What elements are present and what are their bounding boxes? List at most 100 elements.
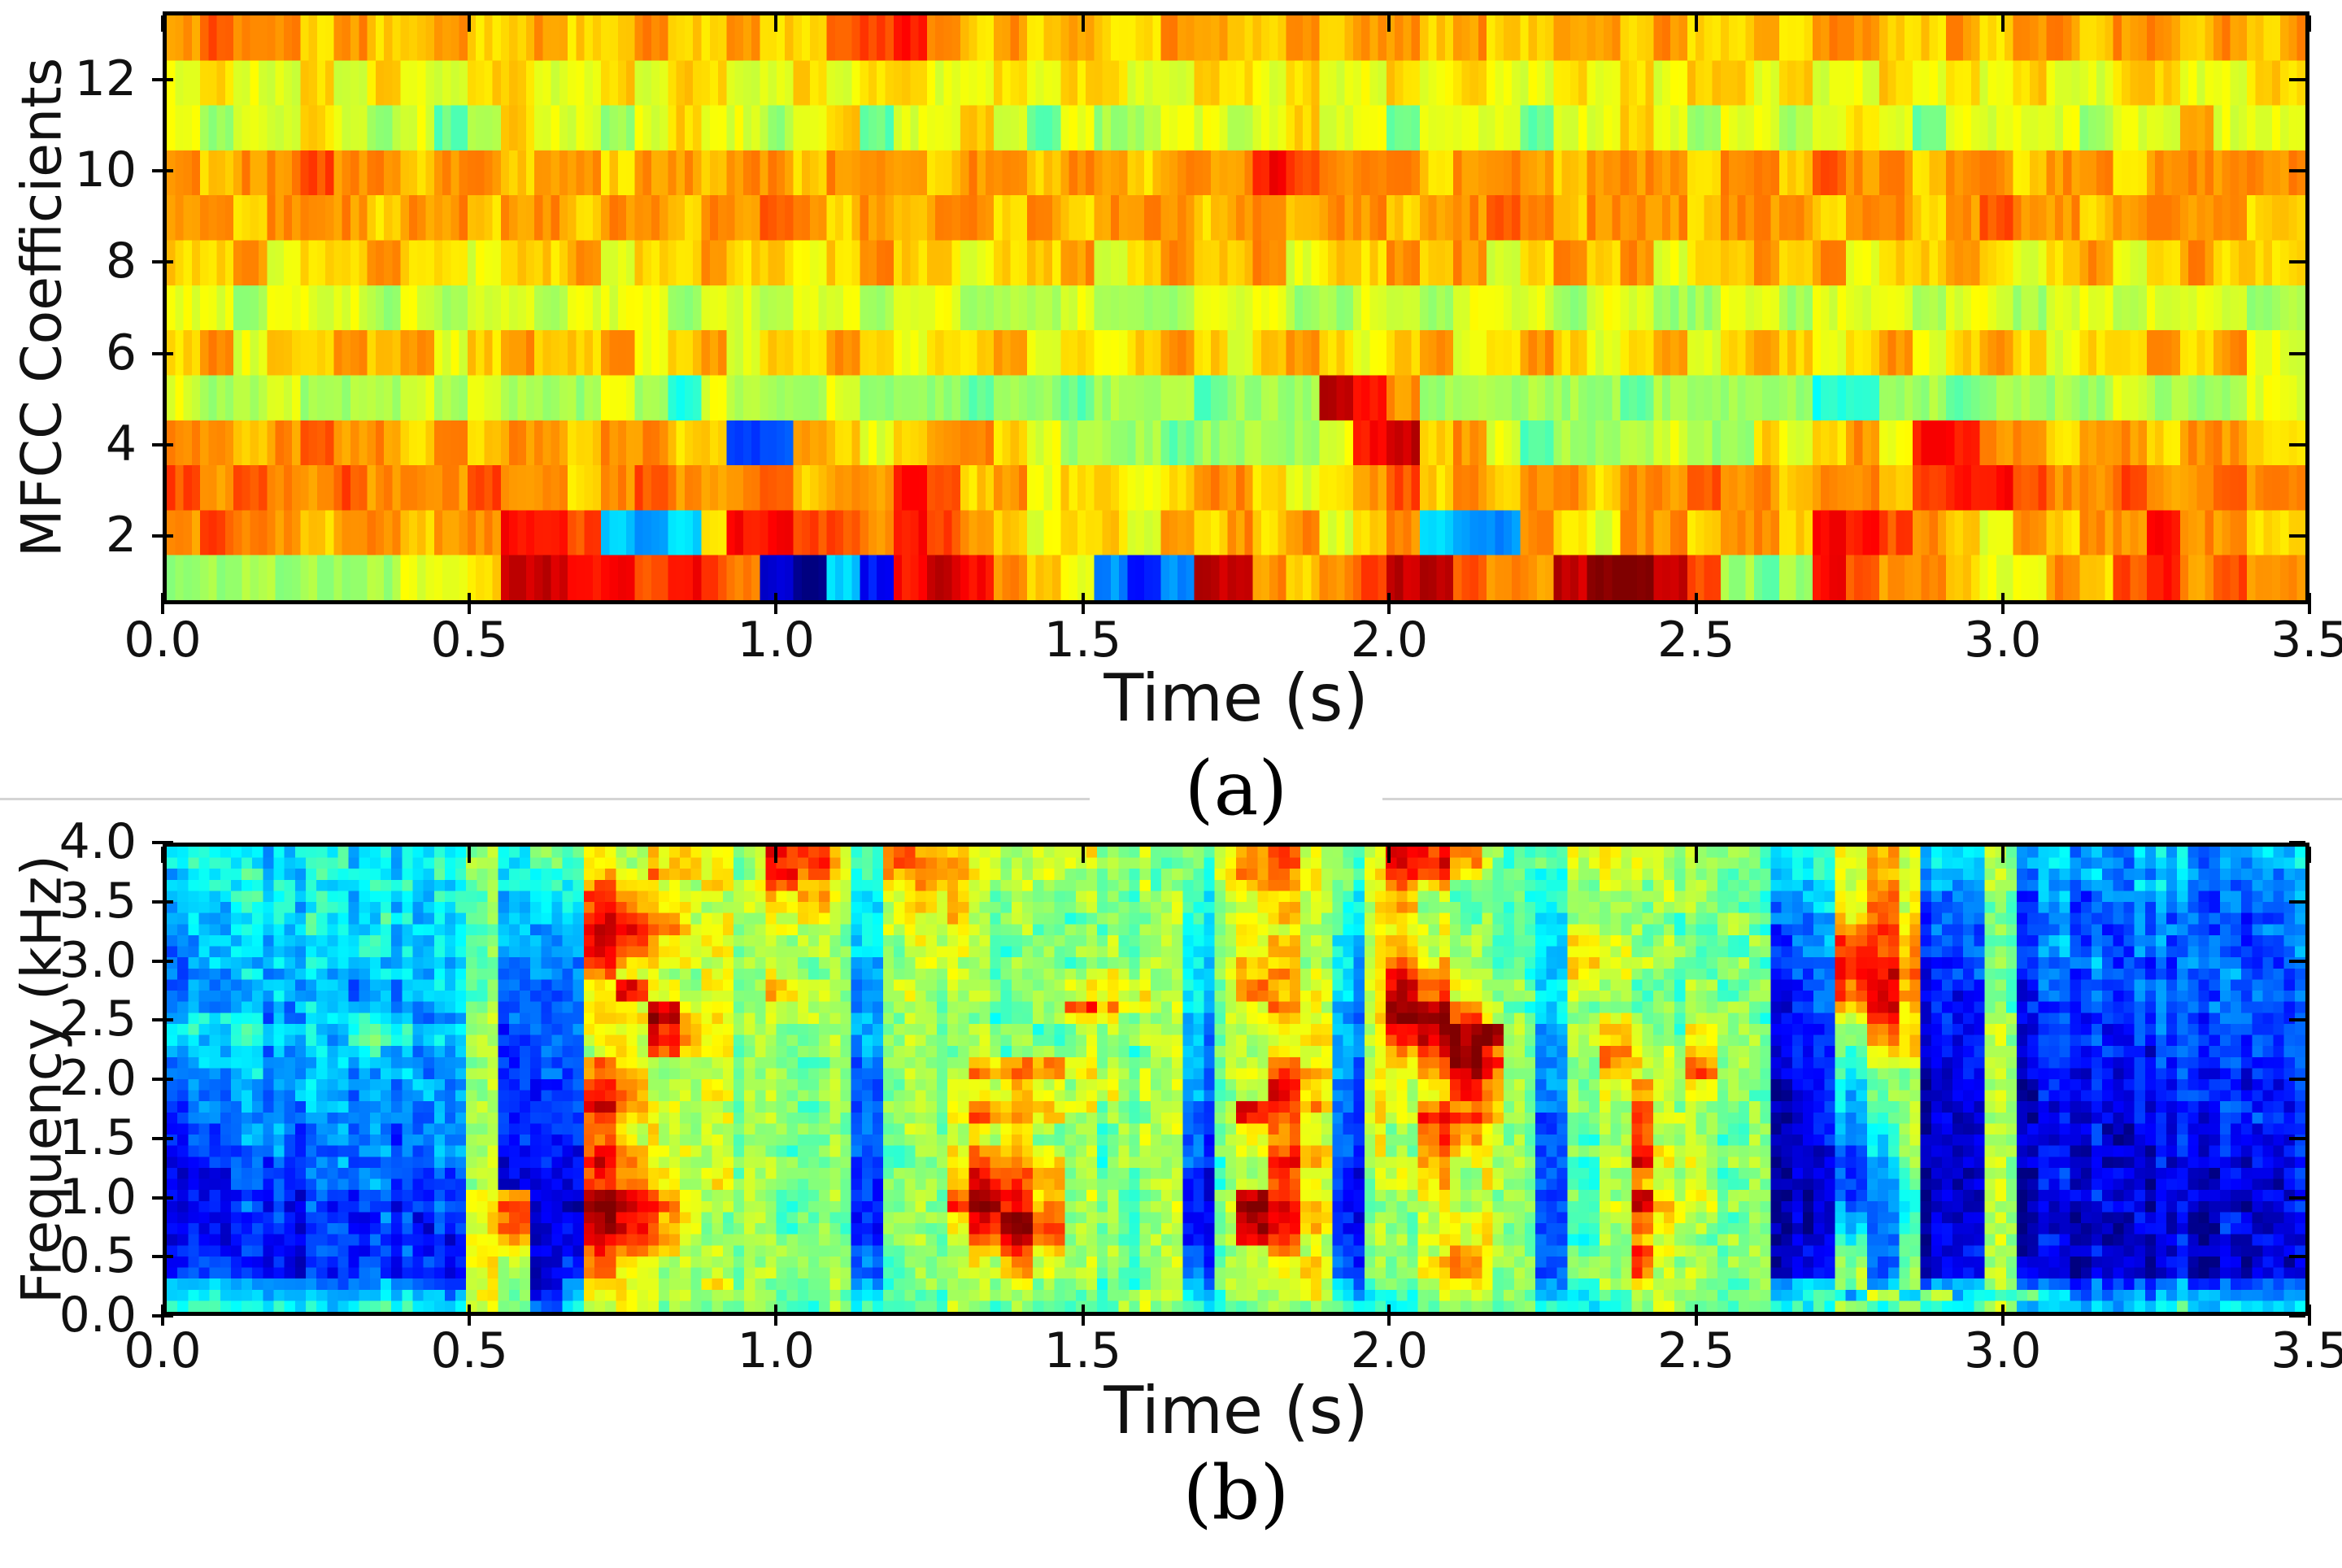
y-tick-mark-right (2289, 1314, 2305, 1318)
y-tick-mark-right (2289, 351, 2305, 355)
x-tick-label: 0.0 (124, 612, 202, 669)
x-tick-mark (2308, 593, 2311, 614)
y-tick-mark (152, 351, 173, 355)
y-tick-label: 3.0 (59, 931, 137, 989)
x-tick-mark (2308, 1304, 2311, 1326)
y-tick-mark-right (2289, 899, 2305, 904)
mfcc-heatmap-plot (163, 11, 2309, 604)
y-tick-label: 6 (105, 324, 137, 381)
y-tick-mark-right (2289, 841, 2305, 844)
x-tick-mark (1387, 593, 1391, 614)
x-tick-label: 1.5 (1043, 1322, 1122, 1379)
x-tick-mark-top (2308, 847, 2311, 863)
y-tick-label: 2.0 (59, 1050, 137, 1107)
y-tick-mark (152, 1314, 173, 1318)
x-tick-mark-top (1387, 847, 1391, 863)
y-tick-mark-right (2289, 1136, 2305, 1140)
y-tick-label: 3.5 (59, 872, 137, 930)
x-tick-mark (468, 1304, 472, 1326)
spectrogram-x-axis-label: Time (s) (1104, 1373, 1369, 1448)
x-tick-label: 2.0 (1350, 612, 1429, 669)
y-tick-mark-right (2289, 534, 2305, 538)
y-tick-label: 0.5 (59, 1227, 137, 1285)
y-tick-mark (152, 1136, 173, 1140)
x-tick-mark-top (1694, 847, 1698, 863)
y-tick-mark-right (2289, 78, 2305, 82)
x-tick-mark-top (1081, 847, 1085, 863)
x-tick-mark (1081, 1304, 1085, 1326)
x-tick-mark-top (1694, 15, 1698, 32)
y-tick-label: 4.0 (59, 813, 137, 870)
y-tick-mark (152, 959, 173, 963)
x-tick-mark (161, 593, 164, 614)
x-tick-mark (1081, 593, 1085, 614)
x-tick-mark-top (468, 847, 472, 863)
mfcc-x-axis-label: Time (s) (1104, 660, 1369, 736)
y-tick-mark (152, 534, 173, 538)
y-tick-mark-right (2289, 1196, 2305, 1200)
y-tick-mark (152, 841, 173, 844)
x-tick-mark (468, 593, 472, 614)
x-tick-mark (1694, 593, 1698, 614)
x-tick-mark-top (2000, 847, 2005, 863)
mfcc-y-axis-label: MFCC Coefficients (10, 57, 75, 558)
x-tick-mark-top (774, 847, 778, 863)
x-tick-mark (774, 593, 778, 614)
panel-a-caption: (a) (1090, 745, 1382, 832)
y-tick-mark-right (2289, 1018, 2305, 1022)
y-tick-mark (152, 1196, 173, 1200)
y-tick-mark (152, 1078, 173, 1081)
x-tick-mark-top (774, 15, 778, 32)
x-tick-mark-top (2000, 15, 2005, 32)
x-tick-mark-top (2308, 15, 2311, 32)
x-tick-label: 2.0 (1350, 1322, 1429, 1379)
x-tick-label: 3.0 (1964, 1322, 2042, 1379)
x-tick-label: 3.5 (2270, 1322, 2342, 1379)
x-tick-mark (2000, 593, 2005, 614)
x-tick-label: 1.0 (737, 1322, 815, 1379)
x-tick-mark (1387, 1304, 1391, 1326)
y-tick-label: 4 (105, 415, 137, 473)
x-tick-label: 2.5 (1657, 612, 1735, 669)
y-tick-mark-right (2289, 959, 2305, 963)
y-tick-mark (152, 442, 173, 446)
y-tick-mark (152, 899, 173, 904)
x-tick-label: 0.0 (124, 1322, 202, 1379)
x-tick-label: 1.5 (1043, 612, 1122, 669)
x-tick-mark-top (161, 15, 164, 32)
y-tick-label: 2.5 (59, 991, 137, 1048)
y-tick-mark-right (2289, 442, 2305, 446)
y-tick-mark-right (2289, 1078, 2305, 1081)
y-tick-label: 12 (74, 50, 137, 108)
y-tick-mark (152, 260, 173, 264)
y-tick-mark-right (2289, 169, 2305, 173)
mfcc-heatmap-canvas (167, 15, 2305, 600)
x-tick-mark-top (468, 15, 472, 32)
x-tick-mark (774, 1304, 778, 1326)
y-tick-label: 1.5 (59, 1108, 137, 1166)
y-tick-label: 10 (74, 142, 137, 199)
y-tick-mark (152, 1018, 173, 1022)
x-tick-label: 1.0 (737, 612, 815, 669)
x-tick-label: 0.5 (430, 1322, 508, 1379)
y-tick-mark (152, 78, 173, 82)
y-tick-label: 0.0 (59, 1287, 137, 1344)
y-tick-mark (152, 1255, 173, 1259)
x-tick-mark-top (1081, 15, 1085, 32)
x-tick-label: 0.5 (430, 612, 508, 669)
x-tick-mark (1694, 1304, 1698, 1326)
panel-b-caption: (b) (1090, 1449, 1382, 1536)
spectrogram-heatmap-canvas (167, 847, 2305, 1312)
y-tick-mark (152, 169, 173, 173)
y-tick-mark-right (2289, 1255, 2305, 1259)
x-tick-mark-top (1387, 15, 1391, 32)
x-tick-mark (2000, 1304, 2005, 1326)
spectrogram-heatmap-plot (163, 843, 2309, 1316)
x-tick-label: 3.0 (1964, 612, 2042, 669)
y-tick-label: 2 (105, 506, 137, 564)
x-tick-label: 2.5 (1657, 1322, 1735, 1379)
y-tick-label: 1.0 (59, 1168, 137, 1226)
y-tick-mark-right (2289, 260, 2305, 264)
x-tick-label: 3.5 (2270, 612, 2342, 669)
